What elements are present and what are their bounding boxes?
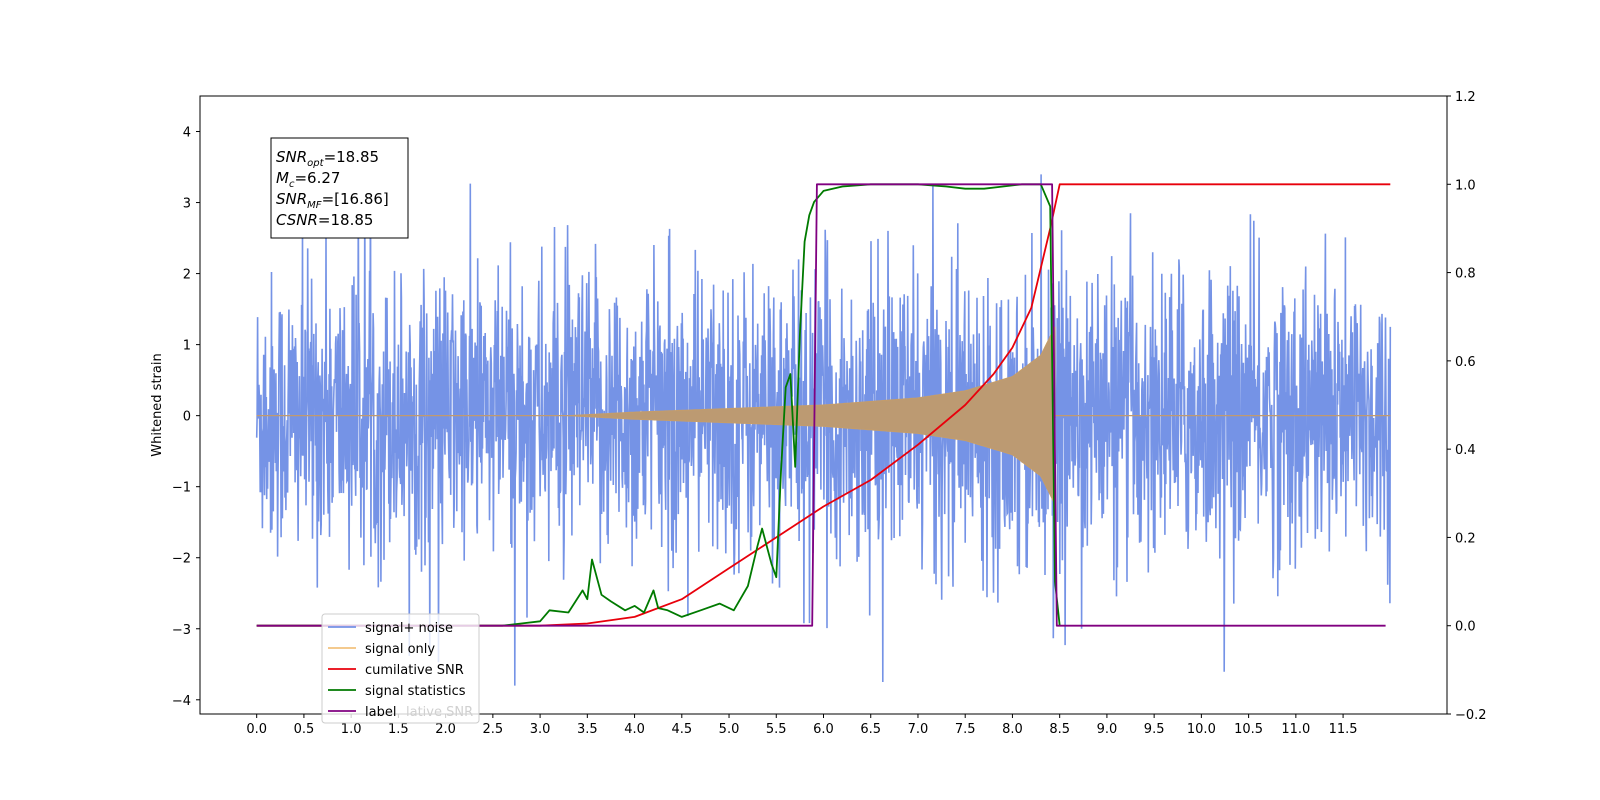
x-tick-label: 4.0 [624,722,645,737]
x-tick-label: 11.0 [1281,722,1310,737]
y-left-tick-label: −4 [172,694,191,709]
x-tick-label: 11.5 [1329,722,1358,737]
x-tick-label: 3.0 [530,722,551,737]
y-right-tick-label: 1.0 [1455,178,1476,193]
y-right-tick-label: −0.2 [1455,708,1487,723]
x-tick-label: 6.5 [860,722,881,737]
y-left-tick-label: 3 [183,197,191,212]
legend-label: cumilative SNR [365,663,464,678]
x-tick-label: 9.5 [1144,722,1165,737]
y-right-tick-label: 0.6 [1455,355,1476,370]
annotation-line: SNRopt=18.85 [276,148,379,169]
series-layer [255,145,1392,686]
y-left-tick-label: 1 [183,339,191,354]
x-tick-label: 4.5 [671,722,692,737]
y-left-tick-label: 2 [183,268,191,283]
x-tick-label: 10.0 [1187,722,1216,737]
annotation-line: CSNR=18.85 [276,211,373,229]
legend-label: signal+ noise [365,621,453,636]
series-cumulative-snr [256,183,1391,627]
annotation-frame [270,137,409,239]
series-label [256,183,1386,627]
y-right-tick-label: 0.4 [1455,443,1476,458]
x-tick-label: 7.0 [908,722,929,737]
x-tick-label: 3.5 [577,722,598,737]
x-tick-label: 5.5 [766,722,787,737]
legend: signal+ noise signal only cumilative SNR si… [321,613,480,724]
y-right-tick-label: 0.8 [1455,267,1476,282]
x-tick-label: 8.0 [1002,722,1023,737]
y-left-tick-label: −3 [172,623,191,638]
y-right-tick-label: 1.2 [1455,90,1476,105]
x-tick-label: 1.0 [341,722,362,737]
y-axis-label-left: Whitened strain [150,353,165,456]
x-tick-label: 1.5 [388,722,409,737]
annotation-box: SNRopt=18.85Mc=6.27SNRMF=[16.86]CSNR=18.… [270,137,409,239]
x-tick-label: 10.5 [1234,722,1263,737]
y-left-tick-label: 0 [183,410,191,425]
x-tick-label: 2.0 [435,722,456,737]
x-tick-label: 0.0 [246,722,267,737]
annotation-line: SNRMF=[16.86] [276,190,389,211]
x-tick-label: 9.0 [1097,722,1118,737]
legend-label: signal only [365,642,435,657]
series-signal-statistics [256,183,1061,627]
y-right-tick-label: 0.0 [1455,620,1476,635]
legend-frame [321,613,480,724]
legend-label: signal statistics [365,684,466,699]
legend-label: label [365,705,396,720]
legend-ghost-label: lative SNR [406,705,473,720]
y-axis-left: −4 −3 −2 −1 0 1 2 3 4 [172,126,200,709]
x-tick-label: 7.5 [955,722,976,737]
y-axis-right: −0.2 0.0 0.2 0.4 0.6 0.8 1.0 1.2 [1447,90,1487,723]
series-signal-noise [255,145,1392,686]
x-tick-label: 2.5 [483,722,504,737]
x-tick-label: 0.5 [294,722,315,737]
x-axis: 0.0 0.5 1.0 1.5 2.0 2.5 3.0 3.5 4.0 4.5 5.0 5.5 6.0 6… [246,714,1358,737]
y-left-tick-label: 4 [183,126,191,141]
annotation-line: Mc=6.27 [276,169,340,190]
x-tick-label: 6.0 [813,722,834,737]
x-tick-label: 5.0 [719,722,740,737]
x-tick-label: 8.5 [1049,722,1070,737]
y-left-tick-label: −1 [172,481,191,496]
y-left-tick-label: −2 [172,552,191,567]
y-right-tick-label: 0.2 [1455,531,1476,546]
